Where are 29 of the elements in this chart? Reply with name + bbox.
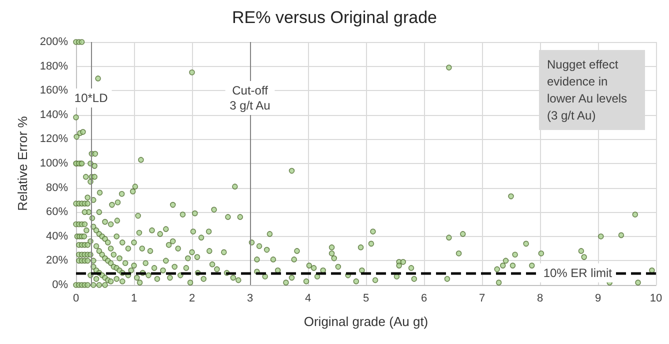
x-tick-label: 2 <box>188 292 196 304</box>
ref-line-label: Cut-off 3 g/t Au <box>230 84 270 112</box>
x-tick-label: 10 <box>650 292 662 304</box>
y-tick-label: 180% <box>40 60 68 72</box>
y-tick-label: 20% <box>46 254 68 267</box>
y-tick-label: 140% <box>40 108 68 121</box>
x-tick-label: 5 <box>362 292 370 304</box>
y-axis-title: Relative Error % <box>14 116 30 211</box>
x-tick-label: 4 <box>304 292 312 304</box>
x-tick-label: 1 <box>130 292 138 304</box>
y-tick-label: 200% <box>40 36 68 48</box>
x-tick-label: 6 <box>420 292 428 304</box>
ref-line-label: 10*LD <box>74 91 108 105</box>
y-tick-label: 100% <box>40 158 68 170</box>
x-tick-label: 3 <box>246 292 254 304</box>
y-tick-label: 0% <box>52 279 68 291</box>
ref-line-label: 10% ER limit <box>543 266 613 280</box>
x-tick-label: 8 <box>536 292 544 304</box>
annotation: Nugget effect evidence in lower Au levels (3 g/t Au) <box>547 58 630 122</box>
chart-title: RE% versus Original grade <box>232 8 438 27</box>
y-tick-label: 40% <box>46 230 68 242</box>
x-tick-label: 7 <box>478 292 486 304</box>
x-tick-label: 0 <box>72 292 80 304</box>
y-tick-label: 80% <box>46 182 68 194</box>
y-tick-label: 160% <box>40 84 68 97</box>
x-tick-label: 9 <box>594 292 602 304</box>
y-tick-label: 120% <box>40 133 68 146</box>
y-tick-label: 60% <box>46 206 68 218</box>
x-axis-title: Original grade (Au gt) <box>304 314 428 329</box>
